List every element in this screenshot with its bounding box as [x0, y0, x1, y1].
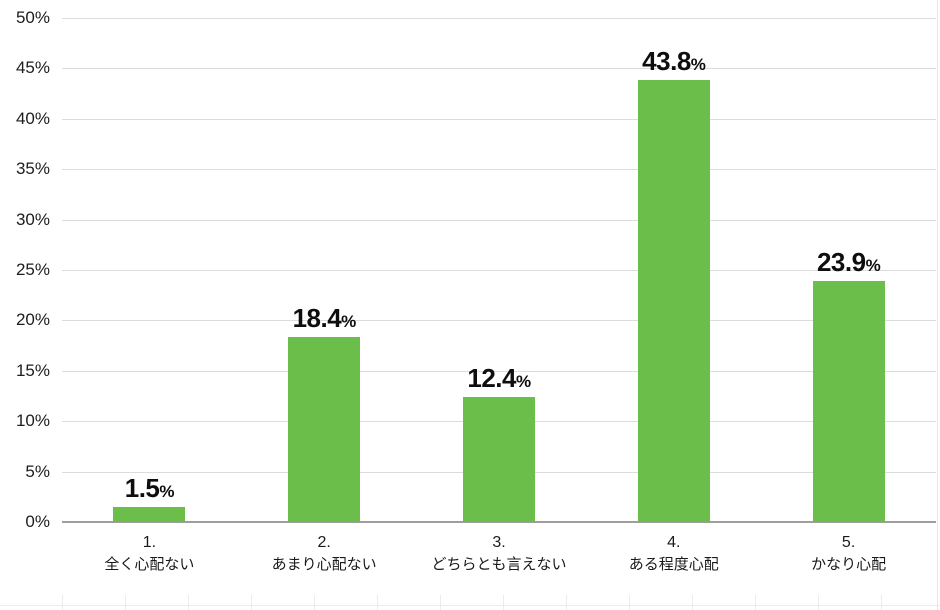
y-tick-label: 30% [15, 209, 50, 229]
gridline [62, 68, 936, 70]
y-tick-label: 45% [15, 58, 50, 78]
category-label: あまり心配ない [271, 556, 377, 573]
x-tick-label: 2. あまり心配ない [272, 532, 377, 576]
category-label: どちらとも言えない [431, 556, 567, 573]
bar-value-label: 12.4% [467, 363, 531, 394]
bar-value-label: 43.8% [642, 46, 706, 77]
spreadsheet-row-line [0, 605, 940, 606]
x-tick-label: 1. 全く心配ない [104, 532, 194, 576]
bar [812, 281, 885, 522]
y-tick-label: 35% [15, 159, 50, 179]
x-tick-label: 5. かなり心配 [811, 532, 886, 576]
category-number: 4. [667, 534, 681, 551]
bar [637, 80, 710, 522]
category-label: 全く心配ない [104, 556, 195, 573]
bar-value-number: 23.9 [816, 247, 866, 278]
y-tick-label: 5% [25, 461, 50, 481]
bar-value-number: 1.5 [124, 472, 160, 503]
x-tick-label: 4. ある程度心配 [629, 532, 719, 576]
y-tick-label: 40% [15, 108, 50, 128]
bar-value-number: 12.4 [467, 363, 516, 393]
x-axis-line [62, 521, 936, 523]
y-tick-label: 10% [15, 411, 50, 431]
bar-value-unit: % [865, 256, 881, 276]
y-tick-label: 50% [15, 8, 50, 27]
category-number: 5. [841, 534, 856, 551]
category-label: かなり心配 [811, 556, 887, 573]
y-tick-label: 20% [15, 310, 50, 330]
bar-value-label: 23.9% [816, 247, 881, 278]
bar-value-number: 43.8 [642, 46, 691, 77]
gridline [62, 320, 936, 322]
bar-value-unit: % [690, 55, 706, 75]
bar-value-unit: % [515, 372, 531, 391]
category-number: 1. [142, 534, 157, 551]
category-number: 2. [317, 534, 331, 551]
gridline [62, 370, 936, 372]
bar-value-unit: % [159, 481, 175, 501]
spreadsheet-gridlines [0, 595, 940, 610]
x-tick-label: 3. どちらとも言えない [431, 532, 566, 576]
bar-value-label: 1.5% [124, 472, 175, 504]
bar-value-label: 18.4% [292, 302, 357, 334]
bar [288, 336, 361, 522]
gridline [62, 219, 936, 221]
bar-value-number: 18.4 [292, 302, 342, 333]
spreadsheet-column-line [937, 0, 938, 610]
category-label: ある程度心配 [628, 556, 719, 573]
gridline [62, 270, 936, 271]
gridline [62, 18, 936, 19]
category-number: 3. [492, 534, 506, 551]
y-tick-label: 25% [15, 260, 50, 279]
y-tick-label: 15% [15, 360, 50, 380]
bar-value-unit: % [341, 311, 356, 331]
bar [463, 397, 535, 522]
bar [113, 506, 186, 522]
y-tick-label: 0% [25, 512, 50, 531]
gridline [62, 118, 936, 120]
gridline [62, 169, 936, 171]
